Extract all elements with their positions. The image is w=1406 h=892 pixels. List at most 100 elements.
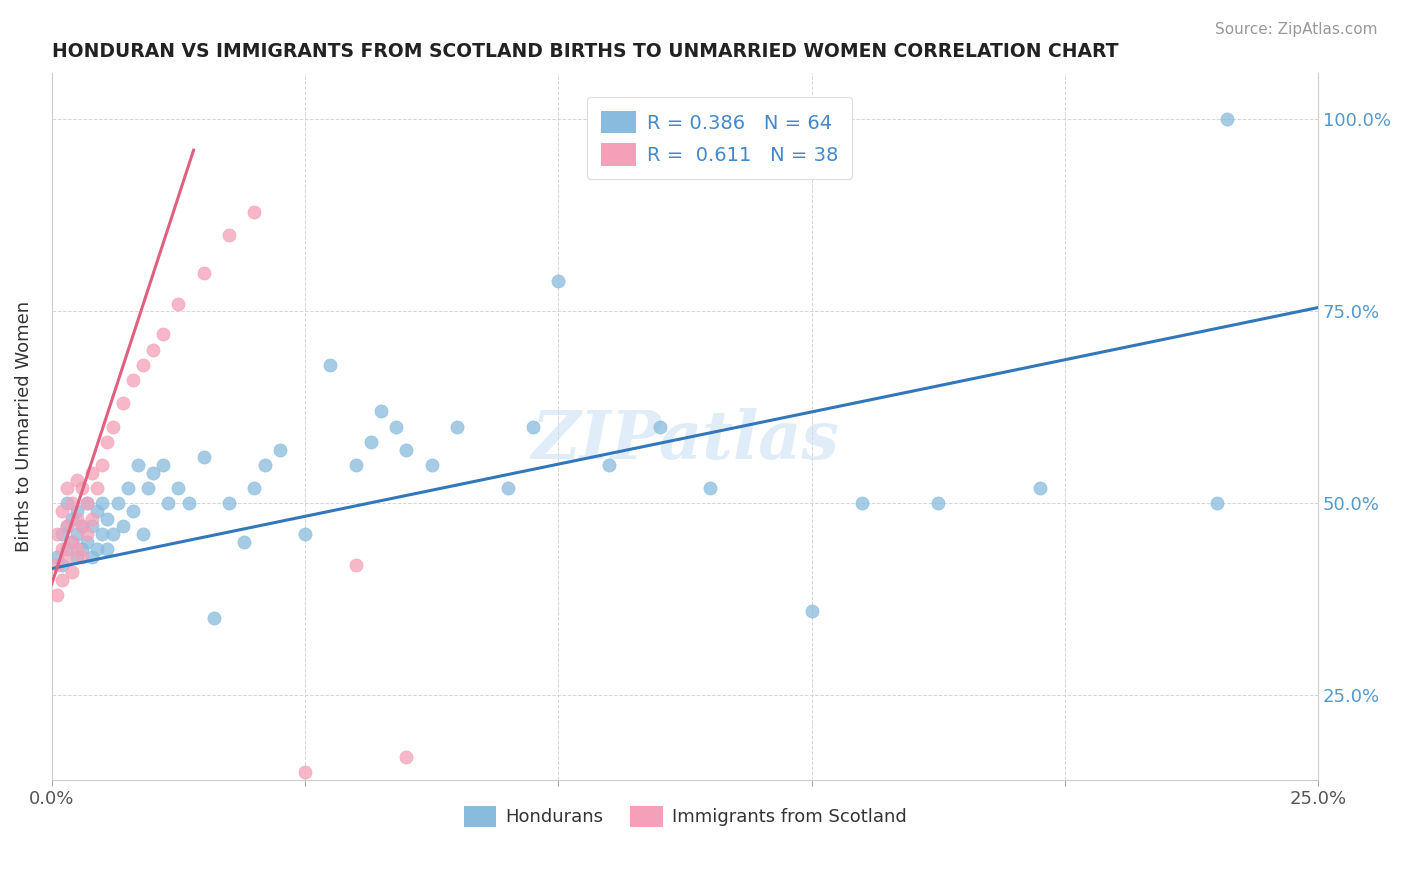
Point	[243, 204, 266, 219]
Point	[70, 519, 93, 533]
Point	[152, 327, 174, 342]
Point	[233, 534, 256, 549]
Point	[91, 527, 114, 541]
Point	[648, 419, 671, 434]
Point	[800, 604, 823, 618]
Point	[60, 511, 83, 525]
Point	[60, 534, 83, 549]
Point	[927, 496, 949, 510]
Point	[294, 527, 316, 541]
Point	[76, 534, 98, 549]
Point	[56, 519, 79, 533]
Point	[360, 434, 382, 449]
Point	[91, 496, 114, 510]
Point	[66, 504, 89, 518]
Point	[56, 519, 79, 533]
Point	[111, 396, 134, 410]
Point	[82, 519, 104, 533]
Point	[218, 496, 240, 510]
Point	[202, 611, 225, 625]
Point	[82, 466, 104, 480]
Point	[851, 496, 873, 510]
Point	[70, 542, 93, 557]
Point	[319, 358, 342, 372]
Legend: Hondurans, Immigrants from Scotland: Hondurans, Immigrants from Scotland	[457, 799, 914, 834]
Text: Source: ZipAtlas.com: Source: ZipAtlas.com	[1215, 22, 1378, 37]
Point	[45, 527, 67, 541]
Point	[82, 511, 104, 525]
Point	[243, 481, 266, 495]
Point	[136, 481, 159, 495]
Point	[121, 374, 143, 388]
Point	[218, 227, 240, 242]
Point	[56, 542, 79, 557]
Point	[142, 343, 165, 357]
Point	[420, 458, 443, 472]
Point	[1028, 481, 1050, 495]
Point	[56, 496, 79, 510]
Point	[60, 534, 83, 549]
Point	[193, 450, 215, 465]
Point	[152, 458, 174, 472]
Point	[66, 542, 89, 557]
Point	[344, 558, 367, 572]
Point	[66, 527, 89, 541]
Point	[76, 527, 98, 541]
Text: ZIPatlas: ZIPatlas	[531, 409, 839, 473]
Point	[370, 404, 392, 418]
Point	[121, 504, 143, 518]
Point	[70, 519, 93, 533]
Point	[522, 419, 544, 434]
Point	[86, 504, 108, 518]
Point	[51, 542, 73, 557]
Point	[1205, 496, 1227, 510]
Point	[70, 549, 93, 564]
Point	[60, 566, 83, 580]
Point	[132, 527, 155, 541]
Point	[60, 496, 83, 510]
Point	[86, 481, 108, 495]
Point	[76, 496, 98, 510]
Point	[157, 496, 180, 510]
Point	[385, 419, 408, 434]
Point	[51, 573, 73, 587]
Point	[91, 458, 114, 472]
Point	[167, 296, 190, 310]
Point	[51, 504, 73, 518]
Point	[269, 442, 291, 457]
Point	[56, 549, 79, 564]
Point	[101, 419, 124, 434]
Point	[107, 496, 129, 510]
Point	[547, 274, 569, 288]
Point	[82, 549, 104, 564]
Point	[127, 458, 149, 472]
Text: HONDURAN VS IMMIGRANTS FROM SCOTLAND BIRTHS TO UNMARRIED WOMEN CORRELATION CHART: HONDURAN VS IMMIGRANTS FROM SCOTLAND BIR…	[52, 42, 1118, 61]
Point	[70, 481, 93, 495]
Point	[86, 542, 108, 557]
Point	[446, 419, 468, 434]
Point	[167, 481, 190, 495]
Point	[51, 527, 73, 541]
Point	[45, 558, 67, 572]
Point	[66, 511, 89, 525]
Y-axis label: Births to Unmarried Women: Births to Unmarried Women	[15, 301, 32, 552]
Point	[496, 481, 519, 495]
Point	[294, 764, 316, 779]
Point	[96, 511, 118, 525]
Point	[344, 458, 367, 472]
Point	[96, 434, 118, 449]
Point	[395, 749, 418, 764]
Point	[699, 481, 721, 495]
Point	[45, 588, 67, 602]
Point	[1216, 112, 1239, 127]
Point	[76, 496, 98, 510]
Point	[117, 481, 139, 495]
Point	[96, 542, 118, 557]
Point	[66, 473, 89, 487]
Point	[395, 442, 418, 457]
Point	[111, 519, 134, 533]
Point	[142, 466, 165, 480]
Point	[66, 549, 89, 564]
Point	[45, 549, 67, 564]
Point	[51, 558, 73, 572]
